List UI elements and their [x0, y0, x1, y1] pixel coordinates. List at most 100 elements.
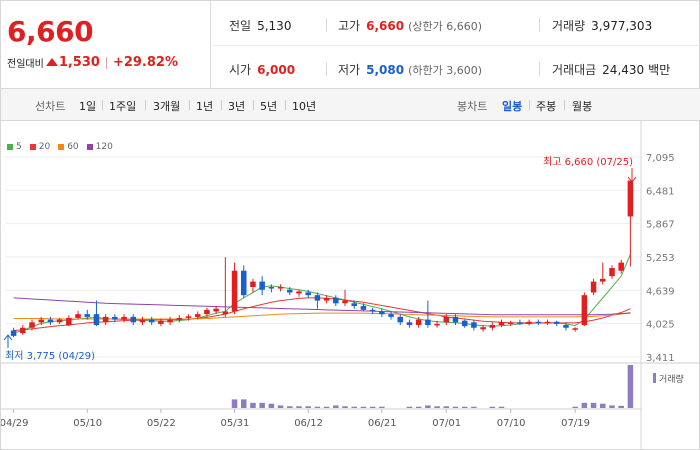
- candle-body: [544, 321, 551, 324]
- candle-body: [480, 327, 486, 330]
- volume-bar: [240, 399, 247, 408]
- volume-bar: [471, 406, 477, 408]
- candle-body: [305, 292, 311, 296]
- candle-body: [185, 316, 192, 318]
- price-box: 6,660 전일대비 1,530 +29.82%: [1, 1, 211, 89]
- date-tick-label: 06/21: [368, 418, 397, 429]
- candle-weekly-button[interactable]: 주봉: [536, 100, 557, 113]
- price-tick-label: 5,253: [646, 253, 675, 264]
- current-price: 6,660: [7, 15, 94, 48]
- period-3y-button[interactable]: 3년: [228, 100, 246, 113]
- line-chart-label: 선차트: [35, 100, 66, 113]
- volume-bars: [231, 365, 634, 408]
- lower-limit: (하한가 3,600): [408, 64, 482, 77]
- candle-body: [526, 321, 532, 324]
- volume-bar: [627, 365, 634, 408]
- period-1d-button[interactable]: 1일: [79, 100, 97, 113]
- ma-legend: 5 20 60 120: [7, 142, 113, 152]
- volume-legend-swatch: [653, 373, 656, 383]
- period-10y-button[interactable]: 10년: [292, 100, 317, 113]
- open-label: 시가: [229, 63, 252, 77]
- low-cell: 저가 5,080 (하한가 3,600): [338, 61, 482, 78]
- period-1y-button[interactable]: 1년: [196, 100, 214, 113]
- change-divider: [105, 56, 107, 69]
- divider: [539, 62, 540, 76]
- volume-bar: [268, 403, 275, 408]
- candle-body: [434, 323, 440, 326]
- volume-bar: [250, 402, 256, 408]
- volume-bar: [600, 403, 606, 408]
- candle-body: [360, 306, 367, 310]
- up-arrow-icon: [45, 57, 58, 66]
- low-label: 저가: [338, 63, 361, 77]
- candle-body: [415, 319, 422, 326]
- legend-swatch: [86, 144, 93, 150]
- change-row: 전일대비 1,530 +29.82%: [7, 55, 178, 70]
- high-value: 6,660: [366, 19, 405, 33]
- candle-body: [102, 316, 109, 323]
- open-value: 6,000: [257, 63, 296, 77]
- candle-body: [351, 303, 357, 307]
- amount-cell: 거래대금 24,430 백만: [552, 61, 670, 78]
- candle-body: [369, 309, 376, 312]
- volume-bar: [296, 406, 302, 408]
- row-divider: [212, 45, 700, 46]
- volume-bar: [461, 406, 468, 408]
- quote-panel: 6,660 전일대비 1,530 +29.82% 전일 5,130 고가 6,6…: [1, 1, 700, 89]
- period-1w-button[interactable]: 1주일: [109, 100, 137, 113]
- volume-bar: [452, 406, 459, 408]
- price-chart[interactable]: 7,095 6,481 5,867 5,253 4,639 4,025 3,411 04/2…: [1, 121, 700, 450]
- legend-ma120: 120: [86, 142, 113, 152]
- chart-toolbar: 선차트 1일 1주일 3개월 1년 3년 5년 10년 봉차트 일봉 주봉 월봉: [1, 89, 700, 121]
- high-annotation: 최고 6,660 (07/25): [543, 156, 633, 168]
- candle-body: [471, 322, 477, 328]
- date-tick-label: 05/22: [147, 418, 176, 429]
- candle-body: [397, 316, 404, 323]
- divider: [221, 100, 222, 110]
- candle-body: [66, 317, 72, 326]
- volume-bar: [443, 406, 450, 408]
- candle-body: [600, 278, 606, 282]
- candle-body: [507, 322, 514, 324]
- price-tick-label: 4,639: [646, 286, 675, 297]
- volume-bar: [498, 406, 505, 408]
- candle-daily-button[interactable]: 일봉: [502, 100, 523, 113]
- legend-ma20: 20: [29, 142, 50, 152]
- volume-legend-label: 거래량: [659, 373, 684, 385]
- candle-body: [121, 316, 127, 320]
- price-tick-label: 5,867: [646, 220, 675, 231]
- candle-body: [627, 180, 634, 217]
- volume-bar: [379, 406, 385, 408]
- volume-label: 거래량: [552, 19, 586, 33]
- volume-bar: [259, 402, 265, 408]
- volume-cell: 거래량 3,977,303: [552, 17, 652, 34]
- candle-body: [84, 314, 91, 317]
- volume-value: 3,977,303: [591, 19, 653, 33]
- prev-close-cell: 전일 5,130: [229, 17, 291, 34]
- candle-body: [609, 268, 615, 277]
- candle-chart-label: 봉차트: [457, 100, 488, 113]
- period-5y-button[interactable]: 5년: [260, 100, 278, 113]
- candle-body: [535, 321, 542, 324]
- divider: [253, 100, 254, 110]
- period-3m-button[interactable]: 3개월: [153, 100, 181, 113]
- volume-bar: [351, 406, 357, 408]
- volume-bar: [609, 405, 615, 408]
- volume-bar: [333, 405, 339, 408]
- legend-ma5: 5: [7, 142, 22, 152]
- volume-bar: [360, 406, 367, 408]
- volume-bar: [342, 406, 348, 408]
- price-tick-label: 7,095: [646, 153, 675, 164]
- candle-body: [75, 314, 81, 318]
- volume-bar: [425, 405, 431, 408]
- candle-body: [296, 291, 302, 294]
- candle-monthly-button[interactable]: 월봉: [572, 100, 593, 113]
- candle-body: [259, 281, 265, 290]
- low-annotation: 최저 3,775 (04/29): [5, 350, 95, 362]
- volume-bar: [618, 405, 624, 408]
- date-tick-label: 05/31: [221, 418, 250, 429]
- candle-body: [287, 289, 293, 293]
- candle-body: [277, 287, 284, 289]
- volume-bar: [581, 402, 588, 408]
- candle-body: [553, 321, 560, 324]
